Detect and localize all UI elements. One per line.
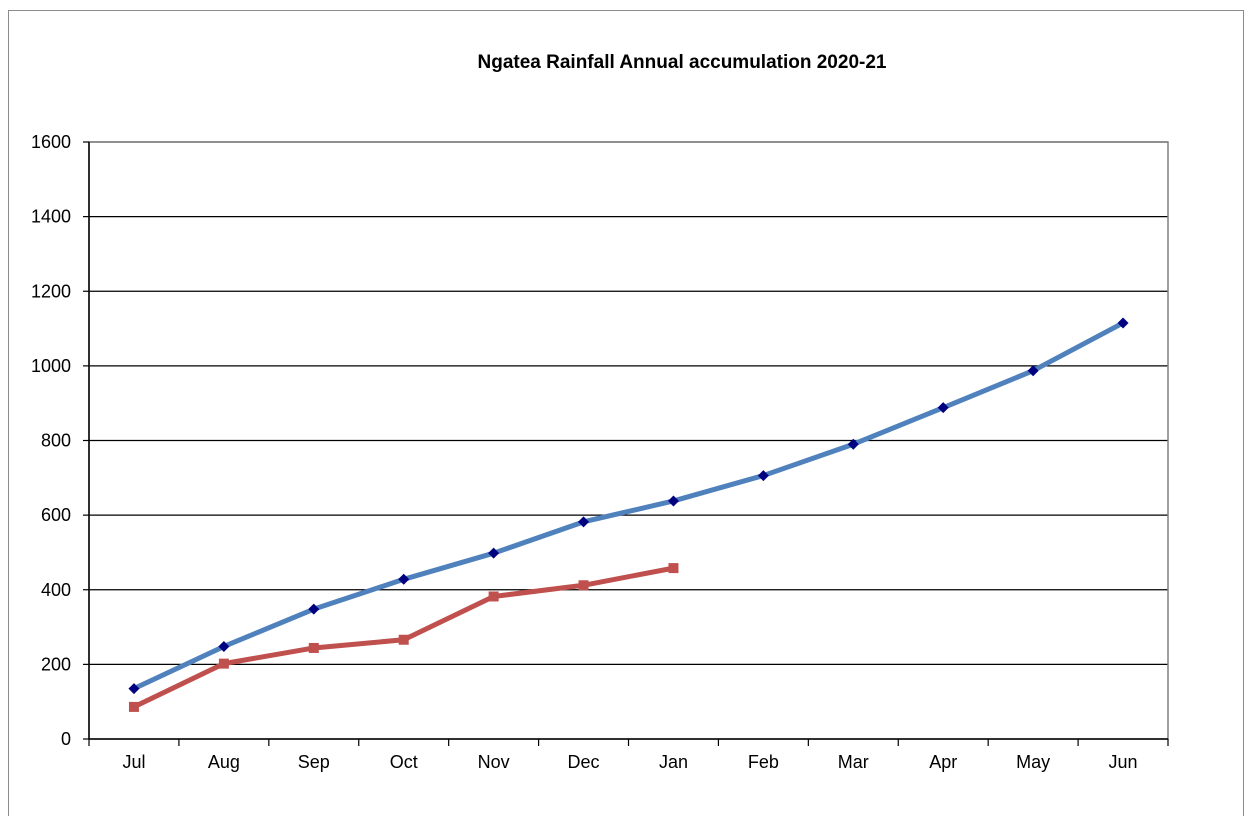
x-tick-label: Aug (208, 752, 240, 772)
y-tick-label: 600 (41, 505, 71, 525)
y-tick-label: 1400 (31, 207, 71, 227)
x-tick-label: Sep (298, 752, 330, 772)
series-1 (128, 317, 1129, 695)
x-tick-label: Jan (659, 752, 688, 772)
y-tick-label: 1000 (31, 356, 71, 376)
y-tick-label: 200 (41, 654, 71, 674)
data-point-marker (1117, 317, 1129, 329)
y-tick-label: 800 (41, 431, 71, 451)
data-point-marker (128, 683, 140, 695)
data-point-marker (308, 642, 319, 653)
x-tick-label: Feb (748, 752, 779, 772)
data-point-marker (488, 591, 499, 602)
y-axis-ticks: 0 200 400 600 800 1000 1200 1400 1600 (31, 132, 89, 749)
y-tick-label: 1200 (31, 281, 71, 301)
series-2 (128, 563, 679, 712)
data-point-marker (667, 495, 679, 507)
x-tick-label: Nov (478, 752, 510, 772)
data-point-marker (308, 603, 320, 615)
chart-title: Ngatea Rainfall Annual accumulation 2020… (478, 52, 887, 73)
y-tick-label: 0 (61, 729, 71, 749)
series-group (128, 317, 1129, 712)
data-point-marker (398, 573, 410, 585)
data-point-marker (398, 634, 409, 645)
x-tick-label: Jul (122, 752, 145, 772)
data-point-marker (218, 640, 230, 652)
data-point-marker (128, 701, 139, 712)
data-point-marker (668, 563, 679, 574)
x-tick-label: May (1016, 752, 1050, 772)
x-tick-label: Dec (568, 752, 600, 772)
data-point-marker (937, 402, 949, 414)
x-tick-label: Mar (838, 752, 869, 772)
data-point-marker (218, 658, 229, 669)
y-tick-label: 400 (41, 580, 71, 600)
data-point-marker (757, 470, 769, 482)
x-tick-label: Apr (929, 752, 957, 772)
x-tick-label: Jun (1109, 752, 1138, 772)
data-point-marker (488, 547, 500, 559)
x-tick-label: Oct (390, 752, 418, 772)
data-point-marker (1027, 365, 1039, 377)
x-axis-ticks: Jul Aug Sep Oct Nov Dec Jan Feb Mar Apr May Jun (88, 739, 1169, 772)
data-point-marker (847, 438, 859, 450)
data-point-marker (578, 580, 589, 591)
chart-frame (8, 10, 1244, 816)
gridlines (89, 141, 1168, 665)
y-tick-label: 1600 (31, 132, 71, 152)
data-point-marker (578, 516, 590, 528)
series-line (131, 320, 1126, 692)
